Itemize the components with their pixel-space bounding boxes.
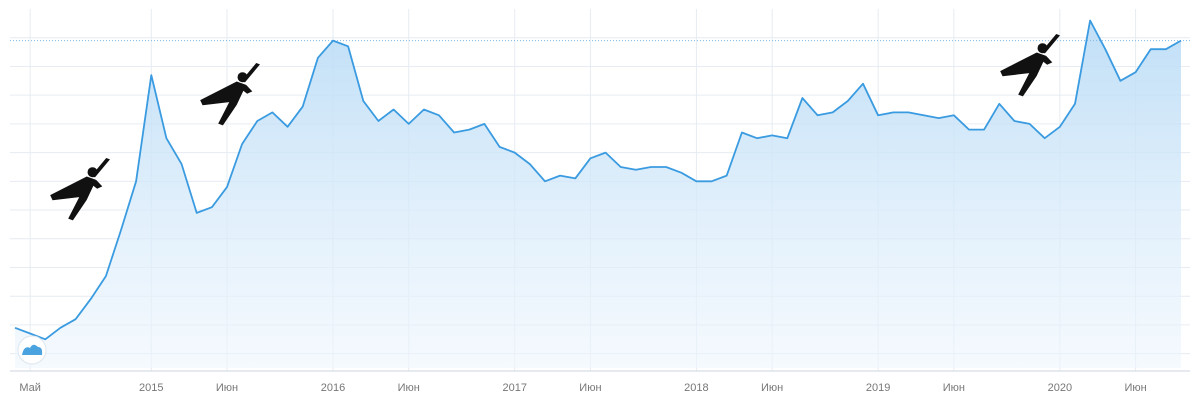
area	[15, 20, 1181, 368]
x-tick-label: 2017	[502, 382, 526, 394]
x-tick-label: 2015	[139, 382, 163, 394]
x-tick-label: Июн	[1124, 382, 1146, 394]
hero-icon	[994, 20, 1062, 102]
x-tick-label: 2019	[866, 382, 890, 394]
x-tick-label: Июн	[398, 382, 420, 394]
x-tick-label: 2020	[1048, 382, 1072, 394]
x-tick-label: 2018	[684, 382, 708, 394]
plot	[10, 19, 1190, 368]
hero-icon	[194, 49, 262, 131]
x-tick-label: Июн	[216, 382, 238, 394]
hero-icon	[44, 144, 112, 226]
x-tick-label: 2016	[321, 382, 345, 394]
logo	[17, 335, 47, 365]
x-tick-label: Май	[19, 382, 41, 394]
line	[14, 19, 1182, 341]
x-tick-label: Июн	[943, 382, 965, 394]
x-tick-label: Июн	[579, 382, 601, 394]
x-tick-label: Июн	[761, 382, 783, 394]
